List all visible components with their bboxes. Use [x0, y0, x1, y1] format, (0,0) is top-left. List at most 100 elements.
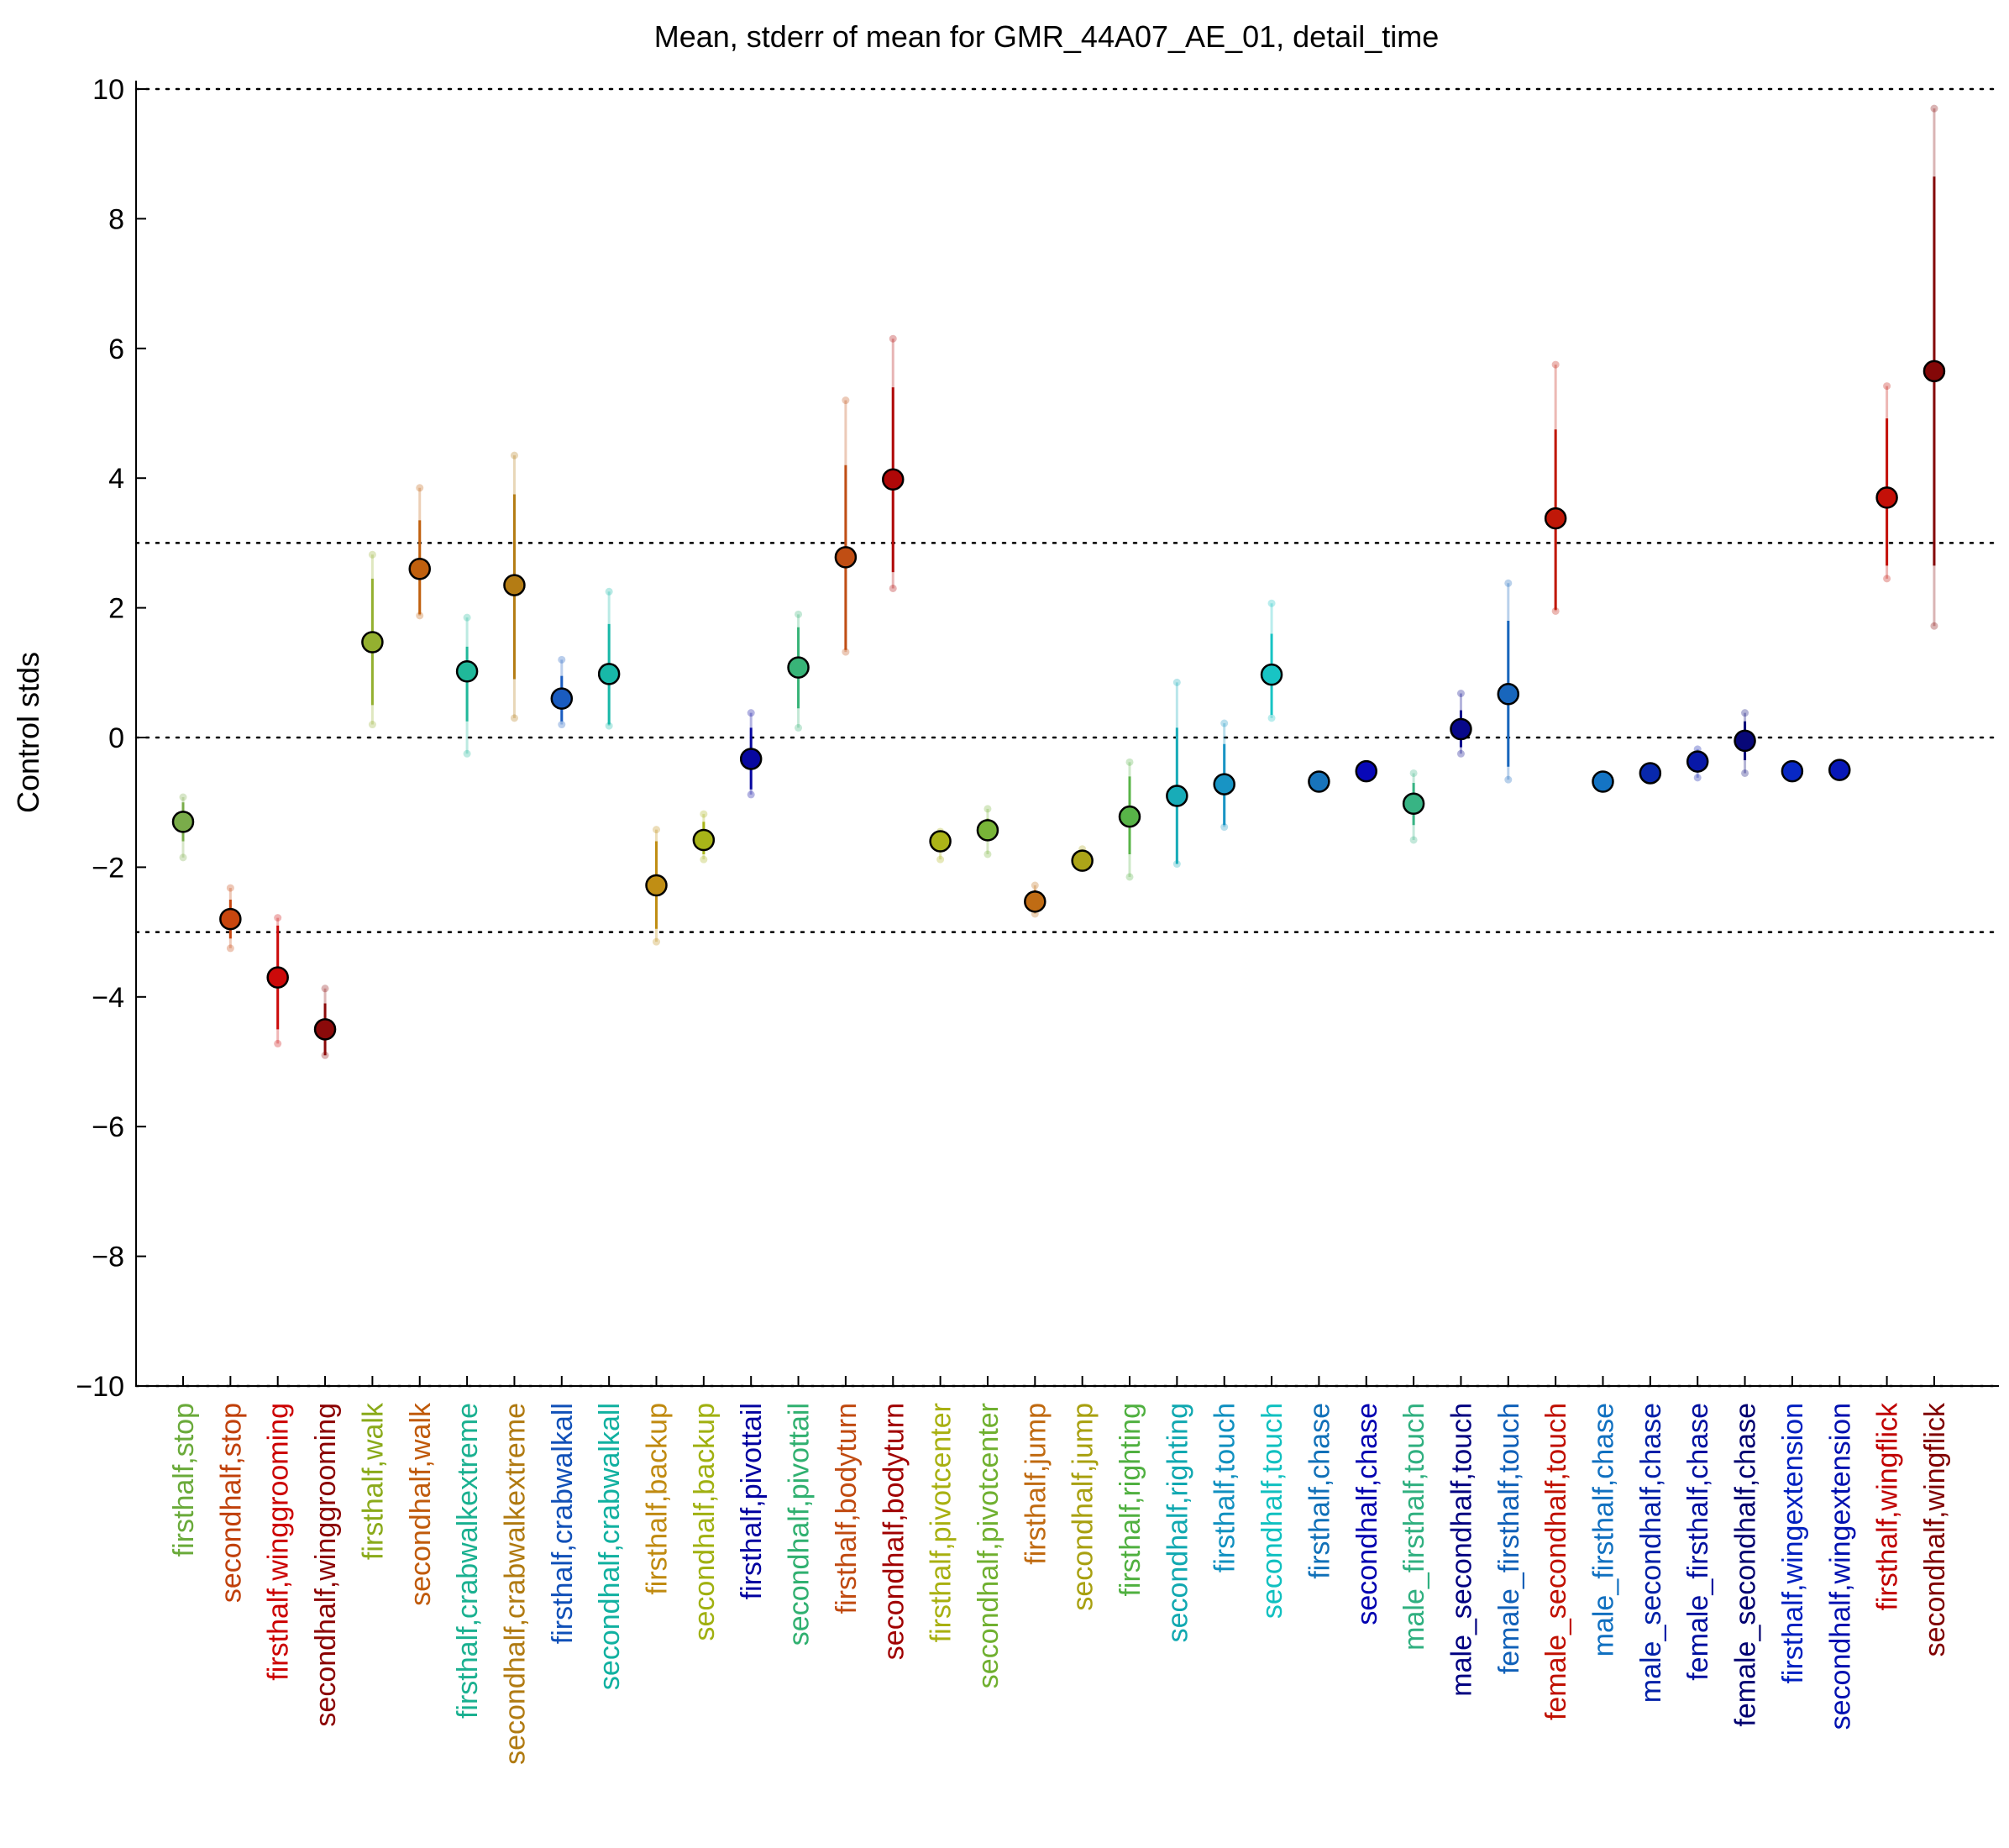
sample-dot: [1267, 599, 1276, 607]
axes: [135, 81, 1999, 1387]
mean-marker: [219, 907, 242, 931]
mean-marker: [597, 663, 621, 685]
sample-dot: [1220, 719, 1229, 727]
y-tick-label: 0: [108, 722, 124, 754]
x-tick-label: male_secondhalf,touch: [1445, 1403, 1477, 1697]
x-tick-label: female_secondhalf,touch: [1540, 1403, 1572, 1720]
mean-marker: [1922, 360, 1946, 383]
x-tick-label: secondhalf,chase: [1351, 1403, 1383, 1625]
x-tick-label: firsthalf,crabwalkextreme: [452, 1403, 484, 1719]
sample-dot: [747, 790, 755, 799]
mean-marker: [976, 819, 999, 842]
x-tick-label: firsthalf,righting: [1115, 1403, 1146, 1597]
sample-dot: [463, 749, 471, 758]
x-tick-label: firsthalf,touch: [1209, 1403, 1241, 1572]
sample-dot: [984, 850, 992, 858]
mean-marker: [787, 656, 810, 679]
x-tick-label: secondhalf,pivotcenter: [973, 1403, 1004, 1688]
y-tick-label: −4: [92, 982, 124, 1014]
x-tick-label: firsthalf,backup: [642, 1403, 674, 1595]
sample-dot: [984, 805, 992, 813]
x-tick-label: secondhalf,crabwalkextreme: [499, 1403, 531, 1765]
mean-marker: [171, 811, 195, 833]
sample-dot: [558, 721, 566, 729]
reference-lines: [134, 87, 2001, 1388]
mean-marker: [1544, 507, 1567, 530]
y-tick-label: 6: [108, 333, 124, 365]
mean-marker: [455, 660, 479, 683]
mean-marker: [692, 828, 716, 852]
y-tick-label: 10: [92, 74, 124, 106]
sample-dot: [795, 723, 803, 732]
mean-marker: [1734, 729, 1756, 753]
sample-dot: [510, 714, 518, 722]
y-tick-label: 2: [108, 593, 124, 625]
sample-dot: [653, 826, 660, 834]
y-tick-label: −8: [92, 1242, 124, 1273]
mean-marker: [1828, 759, 1851, 781]
mean-marker: [550, 687, 574, 710]
x-tick-label: firsthalf,wingextension: [1777, 1403, 1809, 1684]
y-ticks: −10 −8 −6 −4 −2 0 2 4 6 8 10: [76, 74, 146, 1403]
x-tick-label: secondhalf,righting: [1162, 1403, 1193, 1642]
y-tick-label: −2: [92, 852, 124, 884]
mean-marker: [1260, 663, 1283, 686]
sample-dot: [274, 1039, 282, 1047]
sample-dot: [889, 334, 897, 343]
sample-dot: [700, 855, 708, 864]
sample-dot: [605, 587, 613, 596]
sample-dot: [1125, 873, 1134, 881]
sample-dot: [700, 810, 708, 818]
mean-marker: [739, 748, 763, 770]
sample-dot: [1883, 575, 1891, 583]
y-tick-label: 8: [108, 203, 124, 235]
sample-dot: [510, 451, 518, 459]
mean-marker: [1497, 683, 1520, 706]
mean-marker: [361, 631, 384, 654]
x-tick-label: secondhalf,pivottail: [784, 1403, 816, 1646]
sample-dot: [1741, 709, 1749, 717]
sample-dot: [1220, 823, 1229, 832]
x-tick-label: secondhalf,winggrooming: [310, 1403, 342, 1727]
sample-dot: [842, 648, 850, 656]
sample-dot: [368, 721, 376, 729]
sample-dot: [795, 610, 803, 618]
mean-marker: [929, 830, 952, 853]
sample-dot: [179, 853, 187, 862]
sample-dot: [1456, 690, 1465, 698]
x-tick-label: firsthalf,jump: [1020, 1403, 1052, 1565]
sample-dot: [1031, 881, 1039, 890]
chart-title: Mean, stderr of mean for GMR_44A07_AE_01…: [654, 19, 1440, 54]
sample-dot: [558, 655, 566, 664]
mean-marker: [882, 468, 905, 491]
x-tick-label: male_firsthalf,touch: [1398, 1403, 1430, 1651]
mean-marker: [645, 874, 668, 897]
sample-dot: [1172, 678, 1181, 686]
y-tick-label: −10: [76, 1371, 124, 1403]
x-tick-label: firsthalf,crabwalkall: [547, 1403, 579, 1644]
sample-dot: [226, 884, 234, 892]
sample-dot: [1504, 579, 1513, 587]
sample-dot: [1267, 714, 1276, 722]
mean-marker: [1024, 890, 1046, 913]
mean-marker: [313, 1018, 337, 1041]
x-tick-label: secondhalf,stop: [215, 1403, 247, 1603]
sample-dot: [416, 484, 424, 492]
mean-marker: [1071, 849, 1094, 872]
x-tick-label: firsthalf,pivotcenter: [926, 1403, 957, 1642]
x-tick-label: firsthalf,walk: [357, 1402, 389, 1560]
sample-dot: [842, 396, 850, 405]
x-tick-label: firsthalf,wingflick: [1872, 1402, 1904, 1611]
y-tick-label: 4: [108, 463, 124, 495]
x-tick-label: firsthalf,chase: [1303, 1403, 1335, 1579]
sample-dot: [368, 550, 376, 559]
sample-dot: [179, 793, 187, 801]
sample-dot: [416, 612, 424, 620]
sample-dot: [1883, 382, 1891, 391]
x-tick-label: female_firsthalf,chase: [1682, 1403, 1714, 1681]
x-tick-label: male_firsthalf,chase: [1588, 1403, 1620, 1656]
data-points: [171, 104, 1946, 1059]
mean-marker: [503, 574, 526, 596]
mean-marker: [1308, 770, 1330, 793]
